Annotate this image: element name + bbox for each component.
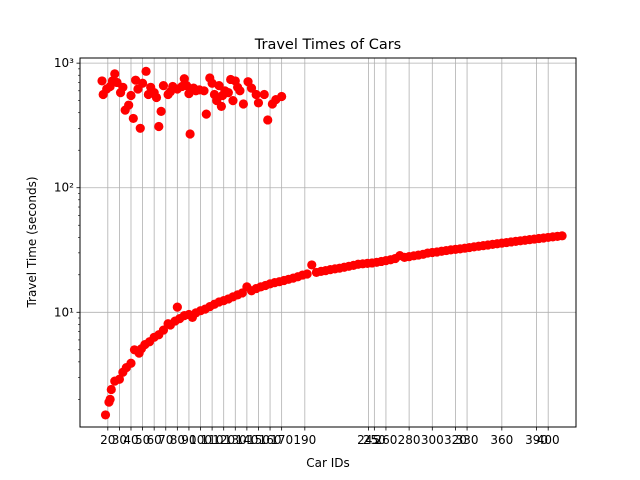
data-point [201, 109, 211, 119]
data-point [137, 78, 148, 88]
data-point [156, 106, 166, 116]
data-point [100, 410, 111, 420]
x-tick-label: 320 [444, 433, 467, 447]
x-tick-label: 250 [363, 433, 386, 447]
data-point [158, 81, 169, 91]
data-point [151, 92, 162, 103]
y-axis-label: Travel Time (seconds) [25, 176, 39, 308]
data-point [207, 78, 217, 88]
data-point [106, 384, 116, 395]
x-tick-label: 330 [456, 433, 479, 447]
data-point [128, 113, 138, 124]
x-tick-label: 110 [201, 433, 224, 447]
x-tick-label: 60 [147, 433, 162, 447]
data-point [259, 89, 269, 100]
data-point [179, 74, 189, 84]
x-tick-label: 30 [112, 433, 127, 447]
x-tick-label: 190 [293, 433, 316, 447]
plot-frame [79, 57, 577, 428]
data-point [135, 123, 145, 133]
y-tick-label: 10³ [54, 56, 74, 70]
y-tick-label: 10¹ [54, 305, 74, 319]
data-point [110, 69, 120, 79]
x-axis-label: Car IDs [306, 456, 350, 470]
x-tick-label: 50 [135, 433, 150, 447]
data-point [216, 101, 226, 111]
x-tick-label: 245 [357, 433, 380, 447]
data-point [105, 394, 115, 404]
data-point [557, 231, 567, 241]
x-tick-label: 70 [158, 433, 173, 447]
data-point [141, 66, 151, 76]
data-points-layer [97, 66, 567, 420]
data-point [199, 86, 209, 96]
x-tick-label: 300 [421, 433, 444, 447]
data-point [246, 83, 257, 93]
x-tick-label: 40 [123, 433, 138, 447]
data-point [131, 75, 141, 85]
data-point [277, 91, 287, 102]
data-point [126, 358, 136, 368]
data-point [228, 96, 238, 106]
data-point [154, 121, 164, 132]
x-tick-label: 140 [235, 433, 258, 447]
ticks-layer: 2030405060708090100110120130140150160170… [54, 56, 560, 447]
x-tick-label: 390 [525, 433, 548, 447]
data-point [114, 374, 125, 384]
x-tick-label: 160 [259, 433, 282, 447]
x-tick-label: 100 [189, 433, 212, 447]
data-point [97, 76, 107, 86]
y-tick-label: 10² [54, 181, 74, 195]
x-tick-label: 360 [490, 433, 513, 447]
data-point [158, 325, 169, 335]
x-tick-label: 90 [181, 433, 196, 447]
data-point [307, 260, 317, 270]
x-tick-label: 130 [224, 433, 247, 447]
data-point [126, 90, 136, 101]
x-tick-label: 150 [247, 433, 270, 447]
data-point [253, 98, 264, 108]
data-point [172, 302, 182, 312]
x-tick-label: 170 [270, 433, 293, 447]
chart-title: Travel Times of Cars [254, 37, 401, 53]
x-tick-label: 400 [537, 433, 560, 447]
data-point [182, 81, 192, 91]
x-tick-label: 280 [398, 433, 421, 447]
data-point [263, 115, 273, 125]
data-point [118, 82, 128, 92]
data-point [238, 99, 249, 109]
data-point [251, 89, 261, 100]
x-tick-label: 260 [374, 433, 397, 447]
data-point [185, 129, 195, 139]
x-tick-label: 80 [170, 433, 185, 447]
data-point [235, 86, 245, 96]
data-point [302, 269, 312, 279]
x-tick-label: 20 [100, 433, 115, 447]
data-point [223, 88, 233, 98]
data-point [124, 100, 134, 110]
x-tick-label: 120 [212, 433, 235, 447]
